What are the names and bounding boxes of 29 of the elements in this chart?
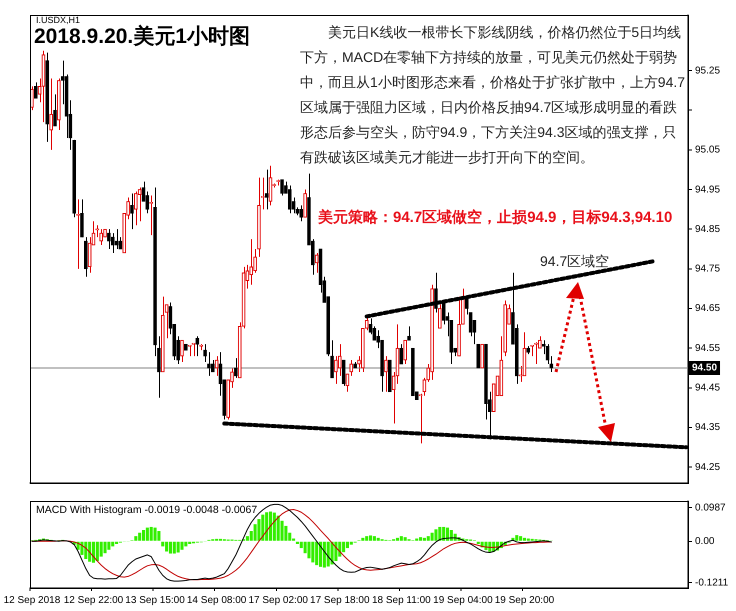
x-tick-label: 17 Sep 18:00 <box>310 594 370 606</box>
y-tick-label: 94.45 <box>695 382 720 394</box>
x-tick-label: 17 Sep 02:00 <box>248 594 308 606</box>
ref-line-label: 94.50 <box>692 362 718 374</box>
y-tick-label: 94.25 <box>695 462 720 473</box>
x-tick-label: 19 Sep 04:00 <box>433 594 494 606</box>
y-tick-label: 0.00 <box>695 536 715 548</box>
y-tick-label: 94.55 <box>695 342 720 354</box>
y-tick-label: 94.95 <box>695 184 720 196</box>
y-tick-label: 94.35 <box>695 422 720 434</box>
y-tick-label: 94.75 <box>695 264 720 275</box>
y-tick-label: 0.0987 <box>695 502 726 514</box>
x-tick-label: 14 Sep 08:00 <box>186 594 247 606</box>
text: 2018.9.20.美元1小时图 <box>34 24 250 50</box>
y-tick-label: 95.05 <box>695 144 720 156</box>
x-tick-label: 19 Sep 20:00 <box>494 594 555 606</box>
x-tick-label: 18 Sep 11:00 <box>372 594 432 606</box>
x-tick-label: 12 Sep 2018 <box>4 594 61 606</box>
y-tick-label: 95.25 <box>695 65 720 76</box>
annotation: 美元日K线收一根带长下影线阴线，价格仍然位于5日均线下方，MACD在零轴下方持续的放量，可见美元仍然处于弱势中，而且从1小时图形态来看，价格处于扩张扩散中，上方94.7区域属于强阻力区域，日内价格反抽94.7区域形成明显的看跌形态后参与空头，防守94.9，下方关注94.3区域的强支撑，只有跌破该区域美元才能进一步打开向下的空间。 <box>300 23 686 167</box>
annotation: I.USDX,H1 <box>36 15 80 25</box>
y-tick-label: 94.65 <box>695 303 720 314</box>
annotation: 美元策略：94.7区域做空，止损94.9，目标94.3,94.10 <box>318 208 672 227</box>
y-tick-label: 94.85 <box>695 224 720 235</box>
y-tick-label: -0.1211 <box>695 577 729 588</box>
annotation: 94.7区域空 <box>540 253 610 271</box>
x-tick-label: 12 Sep 22:00 <box>64 594 124 606</box>
x-tick-label: 13 Sep 15:00 <box>125 594 186 606</box>
chart-title: MACD With Histogram -0.0019 -0.0048 -0.0067 <box>36 504 258 516</box>
